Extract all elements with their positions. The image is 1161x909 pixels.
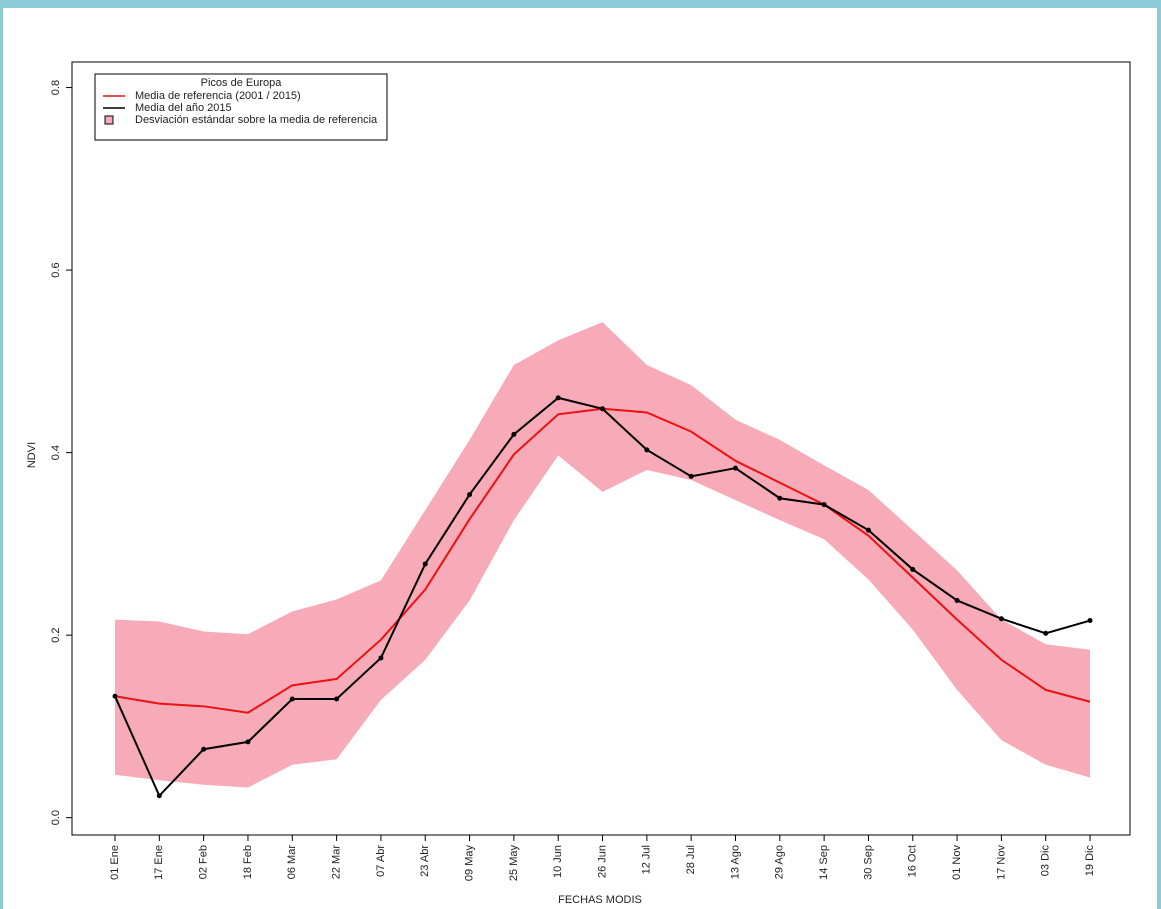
point <box>378 655 384 661</box>
legend-title: Picos de Europa <box>201 77 283 89</box>
point <box>245 739 251 745</box>
point <box>644 447 650 453</box>
x-tick-label: 07 Abr <box>375 845 387 877</box>
point <box>600 406 606 412</box>
x-tick-label: 29 Ago <box>774 845 786 879</box>
y-axis-label: NDVI <box>26 442 38 468</box>
point <box>998 616 1004 622</box>
point <box>1087 618 1093 624</box>
point <box>156 793 162 799</box>
window-border <box>1157 0 1161 909</box>
x-tick-label: 13 Ago <box>729 845 741 879</box>
y-tick-label: 0.4 <box>50 445 62 460</box>
y-tick-label: 0.2 <box>50 627 62 642</box>
point <box>511 431 517 437</box>
x-tick-label: 17 Nov <box>995 845 1007 880</box>
legend-label: Media del año 2015 <box>135 102 232 114</box>
point <box>954 597 960 603</box>
point <box>1043 630 1049 636</box>
point <box>865 527 871 533</box>
x-tick-label: 25 May <box>508 845 520 882</box>
point <box>112 693 118 699</box>
window-border <box>0 0 3 909</box>
y-tick-label: 0.6 <box>50 262 62 277</box>
x-tick-label: 18 Feb <box>242 845 254 879</box>
plot-frame <box>71 61 1131 836</box>
x-tick-label: 26 Jun <box>596 845 608 878</box>
legend-box <box>94 73 388 141</box>
x-tick-label: 30 Sep <box>862 845 874 880</box>
x-tick-label: 01 Nov <box>951 845 963 880</box>
x-tick-label: 10 Jun <box>552 845 564 878</box>
x-tick-label: 02 Feb <box>198 845 210 879</box>
point <box>821 502 827 508</box>
x-tick-label: 14 Sep <box>818 845 830 880</box>
point <box>289 696 295 702</box>
legend-swatch <box>104 115 114 125</box>
point <box>555 395 561 401</box>
x-tick-label: 19 Dic <box>1084 845 1096 877</box>
x-tick-label: 06 Mar <box>286 845 298 880</box>
x-tick-label: 17 Ene <box>153 845 165 880</box>
sd-band <box>115 322 1091 788</box>
point <box>910 566 916 572</box>
window-bar <box>0 0 1161 8</box>
y-tick-label: 0.0 <box>50 810 62 825</box>
point <box>334 696 340 702</box>
point <box>732 465 738 471</box>
legend-label: Desviación estándar sobre la media de re… <box>135 114 378 126</box>
x-tick-label: 28 Jul <box>685 845 697 874</box>
x-tick-label: 22 Mar <box>331 845 343 880</box>
x-tick-label: 01 Ene <box>109 845 121 880</box>
x-tick-label: 03 Dic <box>1040 845 1052 877</box>
x-tick-label: 09 May <box>463 845 475 882</box>
point <box>422 561 428 567</box>
x-axis-label: FECHAS MODIS <box>558 894 642 906</box>
x-tick-label: 23 Abr <box>419 845 431 877</box>
legend-label: Media de referencia (2001 / 2015) <box>135 90 301 102</box>
y-tick-label: 0.8 <box>50 80 62 95</box>
x-tick-label: 12 Jul <box>641 845 653 874</box>
x-tick-label: 16 Oct <box>907 845 919 877</box>
point <box>688 473 694 479</box>
point <box>777 495 783 501</box>
point <box>467 492 473 498</box>
point <box>201 746 207 752</box>
